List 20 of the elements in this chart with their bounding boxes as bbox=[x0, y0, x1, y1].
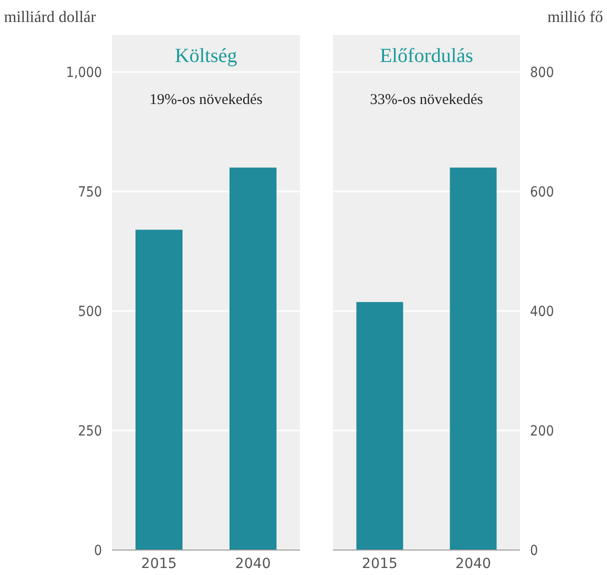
y-tick-label: 250 bbox=[78, 423, 102, 440]
y-axis-title: milliárd dollár bbox=[4, 9, 97, 26]
y-tick-label: 500 bbox=[78, 304, 102, 320]
y2-tick-label: 0 bbox=[530, 542, 538, 559]
y-tick-label: 750 bbox=[78, 184, 102, 200]
x-tick-label: 2015 bbox=[362, 556, 398, 572]
annotation: 19%-os növekedés bbox=[150, 92, 263, 108]
y2-axis-title: millió fő bbox=[547, 9, 603, 26]
y-tick-label: 1,000 bbox=[66, 64, 102, 81]
y2-tick-label: 800 bbox=[530, 64, 554, 81]
y2-tick-label: 600 bbox=[530, 184, 554, 200]
y-tick-label: 0 bbox=[94, 542, 102, 559]
chart-title: Költség bbox=[174, 45, 238, 67]
x-tick-label: 2040 bbox=[235, 556, 271, 572]
x-tick-label: 2015 bbox=[141, 556, 177, 572]
y2-tick-label: 400 bbox=[530, 304, 554, 320]
annotation: 33%-os növekedés bbox=[370, 92, 484, 108]
chart-title: Előfordulás bbox=[380, 45, 474, 67]
y2-tick-label: 200 bbox=[530, 423, 554, 440]
x-tick-label: 2040 bbox=[455, 556, 492, 572]
